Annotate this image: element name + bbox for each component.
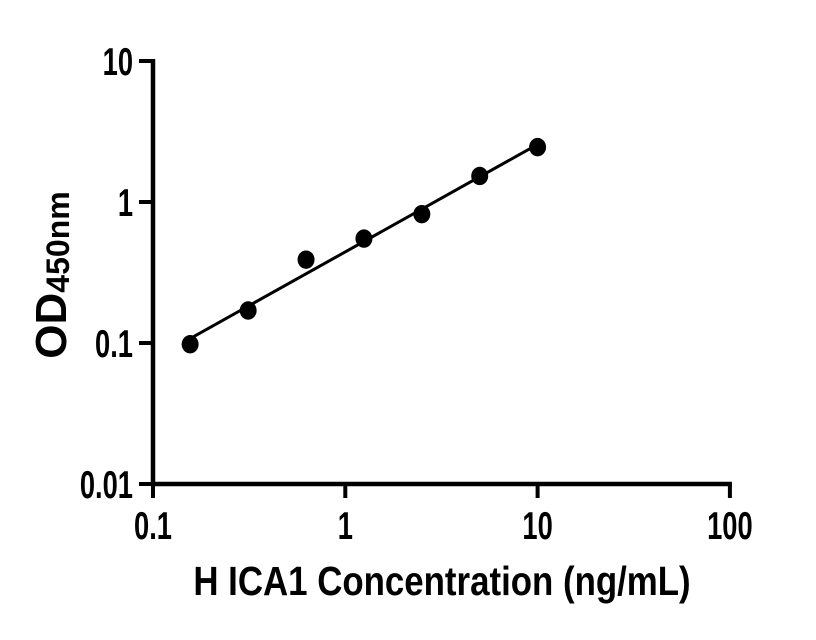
y-tick-label: 0.01: [80, 464, 133, 507]
data-point: [529, 137, 547, 157]
y-axis-title-main: OD: [27, 293, 76, 359]
y-tick-label: 0.1: [95, 323, 133, 366]
data-point: [181, 335, 199, 354]
data-point: [297, 250, 315, 269]
x-tick-label: 100: [707, 505, 753, 548]
x-tick-label: 10: [522, 505, 552, 548]
y-tick-label: 10: [103, 41, 133, 84]
y-axis-title: OD450nm: [27, 191, 76, 358]
x-tick-label: 1: [338, 505, 353, 548]
tick-marks: [139, 59, 732, 498]
data-points-layer: [181, 137, 547, 354]
data-point: [471, 166, 489, 186]
data-point: [413, 204, 431, 224]
y-tick-label: 1: [118, 182, 133, 225]
x-tick-label: 0.1: [134, 505, 172, 548]
data-point: [355, 229, 373, 248]
x-axis-title: H ICA1 Concentration (ng/mL): [193, 559, 690, 604]
axes: [150, 59, 732, 487]
y-axis-title-sub: 450nm: [40, 191, 76, 292]
data-point: [239, 301, 257, 320]
